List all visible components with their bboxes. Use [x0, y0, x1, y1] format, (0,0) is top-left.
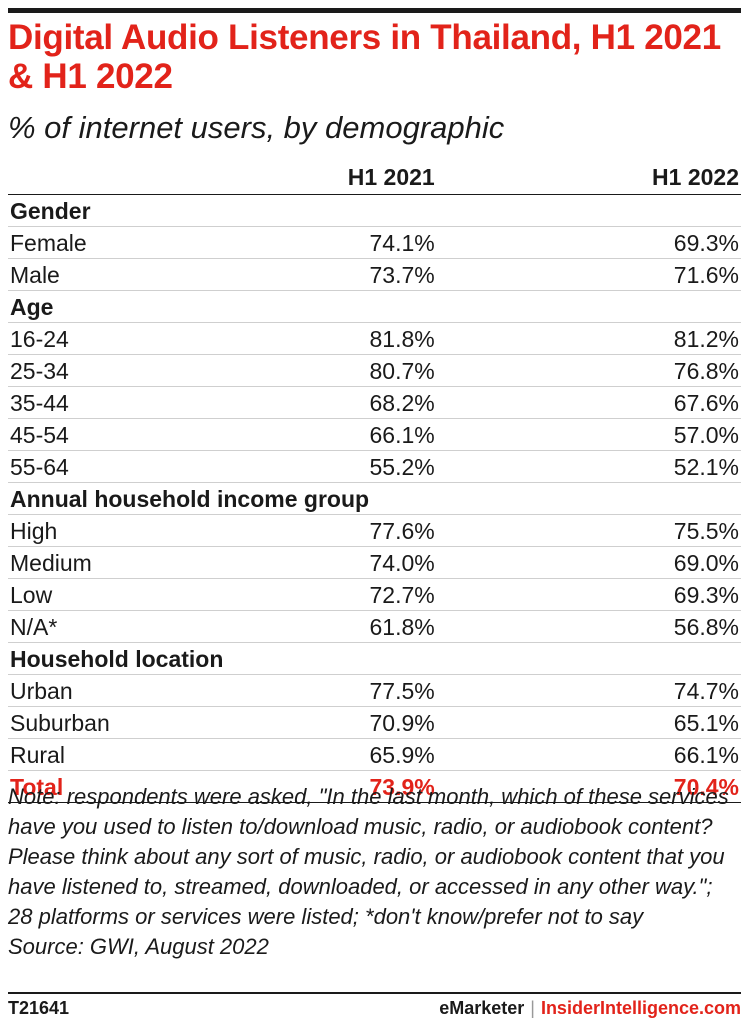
header-row: H1 2021 H1 2022: [8, 160, 741, 195]
table-row: High 77.6% 75.5%: [8, 514, 741, 547]
value-cell-h1-2022: 67.6%: [436, 386, 741, 419]
value-cell-h1-2021: 65.9%: [265, 738, 437, 771]
value-cell-h1-2022: 57.0%: [436, 418, 741, 451]
column-header: H1 2022: [436, 160, 741, 195]
table-body: Gender Female 74.1% 69.3% Male 73.7% 71.6% Age 1…: [8, 194, 741, 803]
value-cell-h1-2022: 69.0%: [436, 546, 741, 579]
value-cell-h1-2022: 75.5%: [436, 514, 741, 547]
group-row: Gender: [8, 194, 741, 227]
table-row: 45-54 66.1% 57.0%: [8, 418, 741, 451]
row-label: 55-64: [8, 450, 266, 483]
table-row: Low 72.7% 69.3%: [8, 578, 741, 611]
total-value-h1-2021: 73.9%: [265, 770, 437, 803]
column-header: H1 2021: [265, 160, 437, 195]
group-label: Gender: [8, 194, 741, 227]
value-cell-h1-2022: 52.1%: [436, 450, 741, 483]
brand-emarketer: eMarketer: [439, 998, 525, 1018]
row-label: Rural: [8, 738, 266, 771]
brand-insiderintelligence: InsiderIntelligence.com: [540, 998, 741, 1018]
table-row: Medium 74.0% 69.0%: [8, 546, 741, 579]
row-label: Suburban: [8, 706, 266, 739]
row-label: Urban: [8, 674, 266, 707]
value-cell-h1-2021: 77.6%: [265, 514, 437, 547]
value-cell-h1-2022: 66.1%: [436, 738, 741, 771]
value-cell-h1-2021: 72.7%: [265, 578, 437, 611]
group-label: Age: [8, 290, 741, 323]
value-cell-h1-2021: 77.5%: [265, 674, 437, 707]
value-cell-h1-2022: 65.1%: [436, 706, 741, 739]
group-row: Household location: [8, 642, 741, 675]
value-cell-h1-2021: 74.1%: [265, 226, 437, 259]
chart-id: T21641: [8, 998, 70, 1018]
row-label: 25-34: [8, 354, 266, 387]
footer-brand: eMarketer | InsiderIntelligence.com: [439, 998, 741, 1019]
brand-separator: |: [530, 998, 535, 1018]
group-row: Annual household income group: [8, 482, 741, 515]
value-cell-h1-2021: 74.0%: [265, 546, 437, 579]
note-text: Note: respondents were asked, "In the la…: [8, 784, 729, 929]
value-cell-h1-2021: 81.8%: [265, 322, 437, 355]
row-label: 35-44: [8, 386, 266, 419]
header-label-cell: [8, 160, 266, 195]
value-cell-h1-2021: 80.7%: [265, 354, 437, 387]
table-row: 55-64 55.2% 52.1%: [8, 450, 741, 483]
value-cell-h1-2022: 81.2%: [436, 322, 741, 355]
table-row: Rural 65.9% 66.1%: [8, 738, 741, 771]
value-cell-h1-2021: 73.7%: [265, 258, 437, 291]
table-row: 25-34 80.7% 76.8%: [8, 354, 741, 387]
value-cell-h1-2022: 76.8%: [436, 354, 741, 387]
row-label: Female: [8, 226, 266, 259]
chart-subtitle: % of internet users, by demographic: [8, 110, 505, 145]
row-label: Low: [8, 578, 266, 611]
chart-title: Digital Audio Listeners in Thailand, H1 …: [8, 18, 721, 96]
table-row: Male 73.7% 71.6%: [8, 258, 741, 291]
total-value-h1-2022: 70.4%: [436, 770, 741, 803]
value-cell-h1-2021: 66.1%: [265, 418, 437, 451]
row-label: 16-24: [8, 322, 266, 355]
table-row: Suburban 70.9% 65.1%: [8, 706, 741, 739]
value-cell-h1-2021: 55.2%: [265, 450, 437, 483]
group-label: Annual household income group: [8, 482, 741, 515]
table-row: Urban 77.5% 74.7%: [8, 674, 741, 707]
row-label: High: [8, 514, 266, 547]
source-text: Source: GWI, August 2022: [8, 934, 269, 959]
row-label: 45-54: [8, 418, 266, 451]
value-cell-h1-2022: 74.7%: [436, 674, 741, 707]
top-rule: [8, 8, 741, 13]
value-cell-h1-2022: 56.8%: [436, 610, 741, 643]
table-row: Female 74.1% 69.3%: [8, 226, 741, 259]
data-table: H1 2021 H1 2022 Gender Female 74.1% 69.3% Ma…: [8, 160, 741, 803]
table-row: 35-44 68.2% 67.6%: [8, 386, 741, 419]
group-row: Age: [8, 290, 741, 323]
value-cell-h1-2022: 71.6%: [436, 258, 741, 291]
table-row: 16-24 81.8% 81.2%: [8, 322, 741, 355]
row-label: Medium: [8, 546, 266, 579]
total-label: Total: [8, 770, 266, 803]
row-label: Male: [8, 258, 266, 291]
value-cell-h1-2022: 69.3%: [436, 226, 741, 259]
value-cell-h1-2021: 68.2%: [265, 386, 437, 419]
value-cell-h1-2021: 61.8%: [265, 610, 437, 643]
value-cell-h1-2022: 69.3%: [436, 578, 741, 611]
table-row: N/A* 61.8% 56.8%: [8, 610, 741, 643]
footer-rule: [8, 992, 741, 994]
row-label: N/A*: [8, 610, 266, 643]
group-label: Household location: [8, 642, 741, 675]
value-cell-h1-2021: 70.9%: [265, 706, 437, 739]
total-row: Total 73.9% 70.4%: [8, 770, 741, 803]
chart-note: Note: respondents were asked, "In the la…: [8, 782, 741, 962]
